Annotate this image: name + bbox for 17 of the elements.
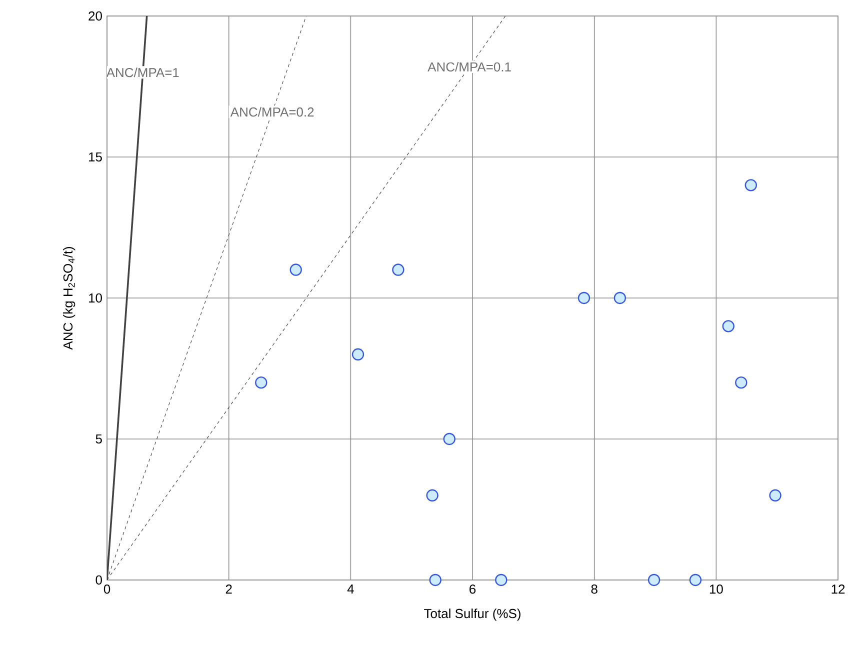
series-label: ANC/MPA=0.2 bbox=[230, 107, 314, 117]
y-tick-label: 10 bbox=[89, 293, 102, 303]
y-tick-label: 20 bbox=[88, 11, 102, 21]
y-tick-label: 15 bbox=[89, 152, 102, 162]
x-tick-label: 10 bbox=[710, 584, 723, 594]
x-tick-label: 4 bbox=[347, 584, 354, 594]
x-axis-title: Total Sulfur (%S) bbox=[424, 608, 520, 621]
x-tick-label: 12 bbox=[832, 584, 845, 594]
series-label: ANC/MPA=1 bbox=[106, 68, 179, 78]
y-axis-title: ANC (kg H$_{2}$SO$_{4}$/t) bbox=[63, 247, 76, 350]
series-label: ANC/MPA=0.1 bbox=[428, 62, 511, 72]
y-tick-label: 5 bbox=[96, 434, 102, 444]
y-tick-label: 0 bbox=[96, 575, 102, 585]
x-tick-label: 6 bbox=[470, 584, 476, 594]
x-tick-label: 0 bbox=[104, 584, 110, 594]
x-tick-label: 8 bbox=[591, 584, 598, 594]
x-tick-label: 2 bbox=[226, 584, 232, 594]
